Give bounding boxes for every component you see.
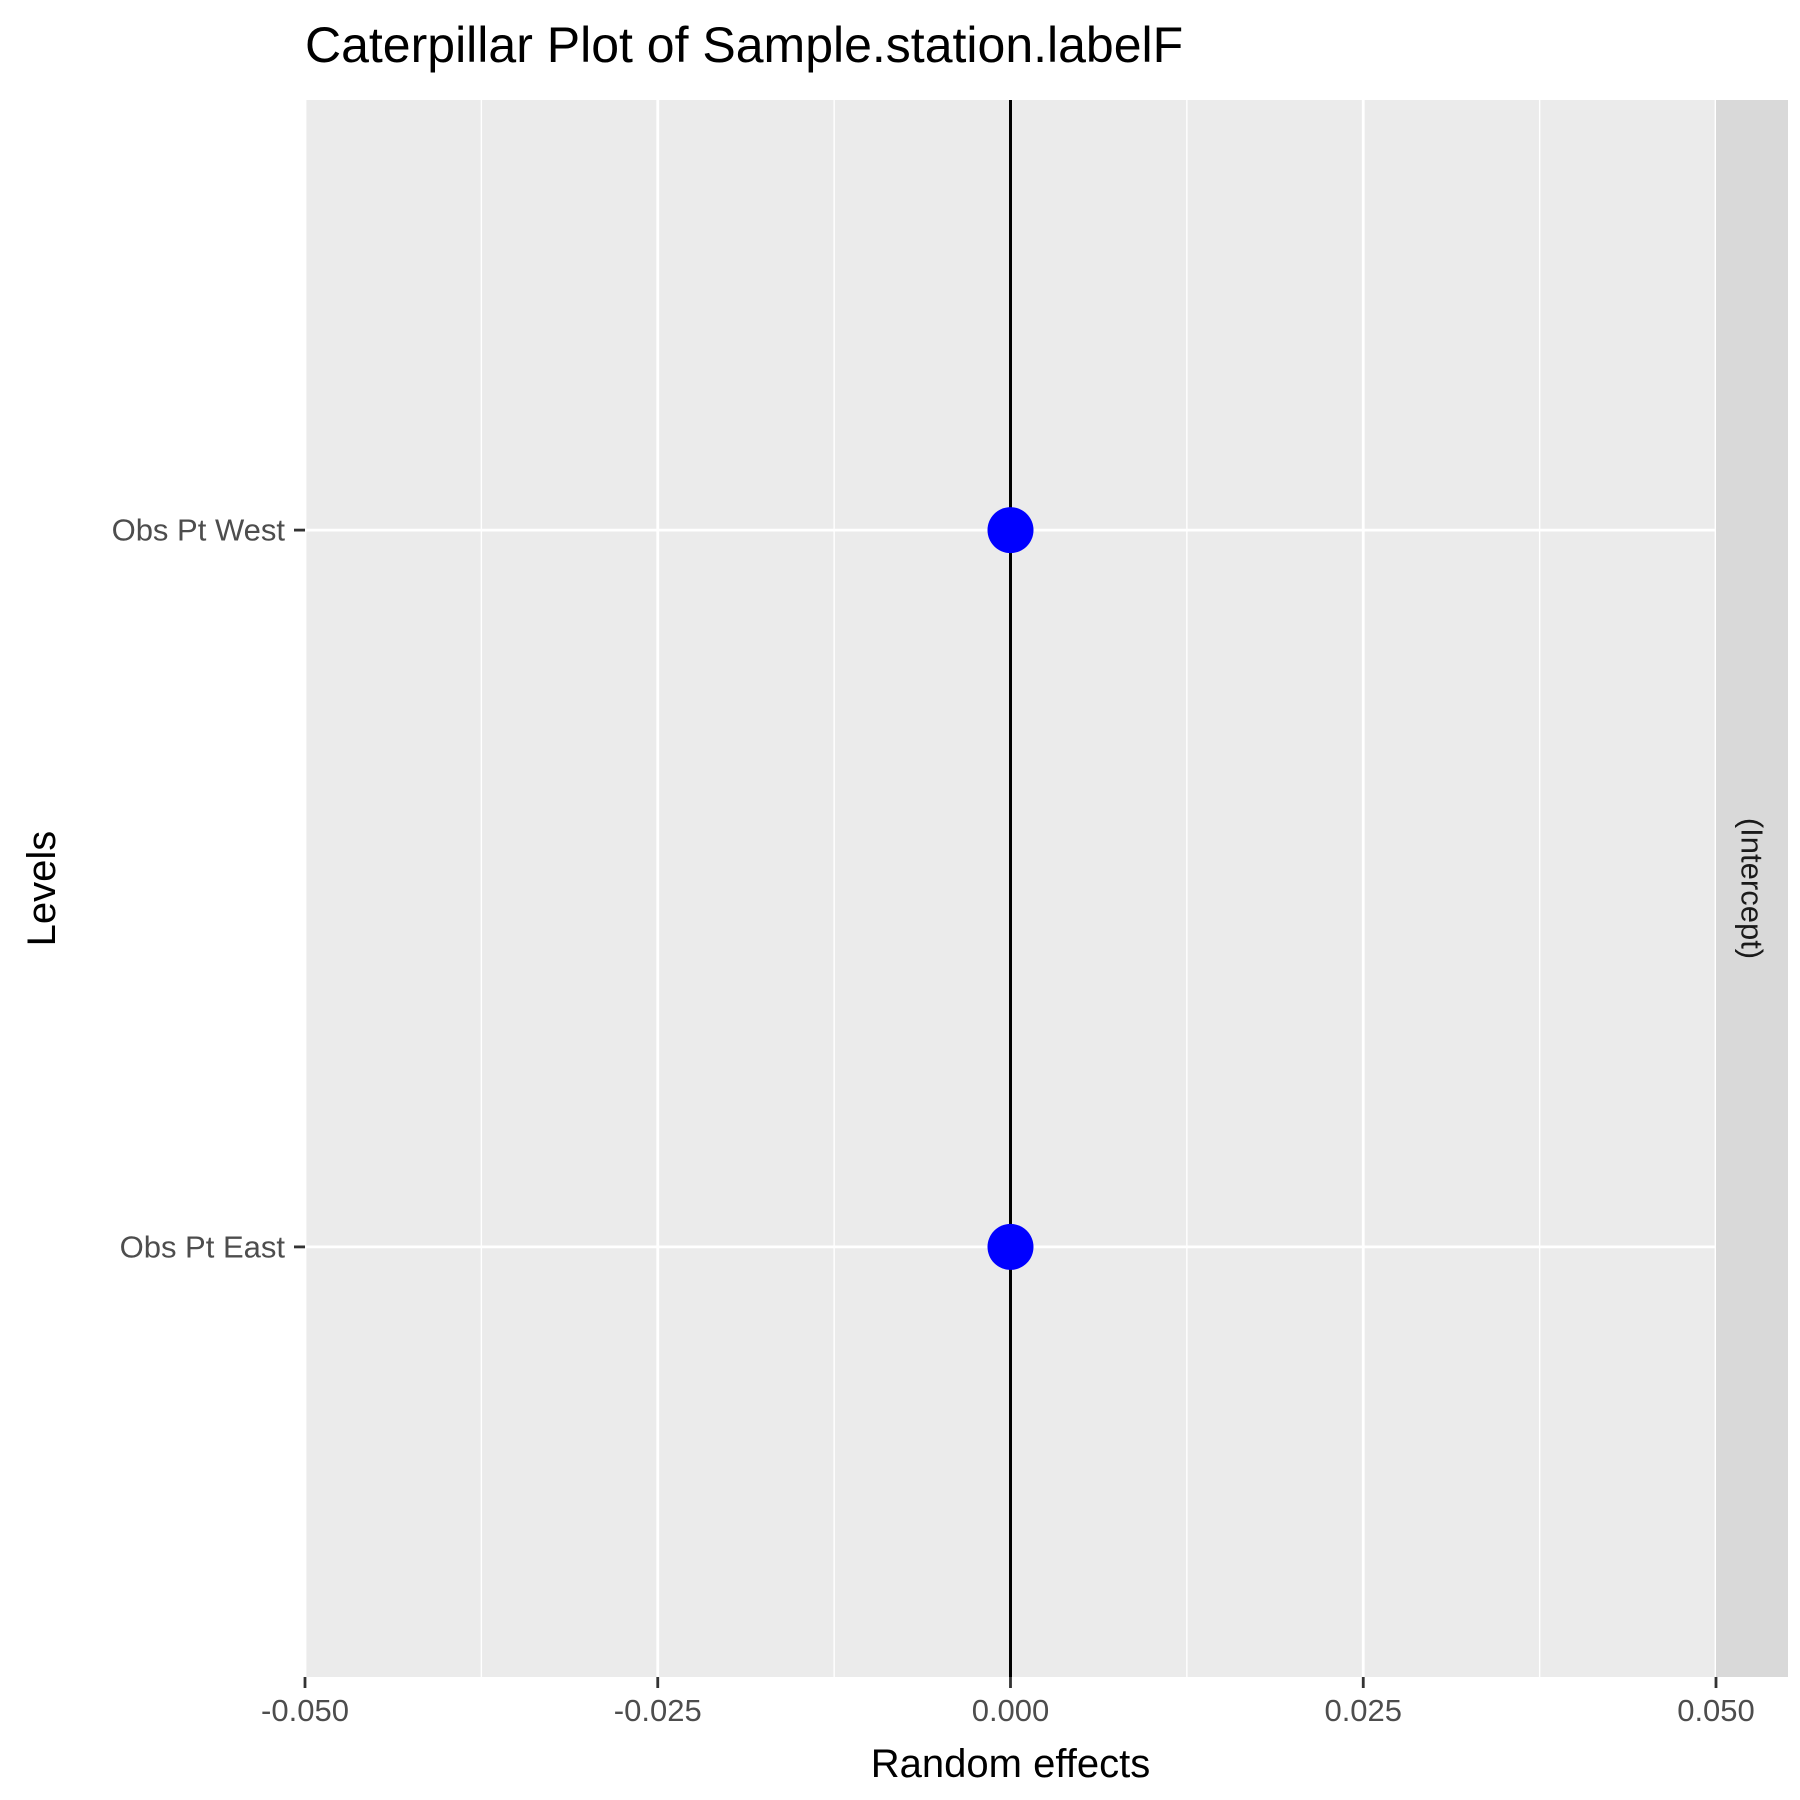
x-tick-label: 0.000 [972, 1693, 1050, 1728]
x-tick-label: -0.050 [261, 1693, 349, 1728]
plot-panel [305, 100, 1788, 1677]
x-tick-label: 0.025 [1324, 1693, 1402, 1728]
y-axis-title: Levels [20, 831, 64, 947]
x-axis: -0.050 -0.025 0.000 0.025 0.050 [261, 1677, 1755, 1728]
facet-strip [1716, 100, 1788, 1677]
x-tick-label: -0.025 [614, 1693, 702, 1728]
x-tick-label: 0.050 [1677, 1693, 1755, 1728]
y-axis: Obs Pt East Obs Pt West [112, 513, 305, 1264]
chart-title: Caterpillar Plot of Sample.station.label… [305, 17, 1183, 73]
data-point [987, 507, 1034, 554]
minor-gridlines [480, 100, 1541, 1677]
facet-strip-label: (Intercept) [1735, 818, 1770, 959]
y-tick-label: Obs Pt East [120, 1229, 286, 1264]
y-tick-label: Obs Pt West [112, 513, 286, 548]
data-point [987, 1223, 1034, 1270]
data-points [987, 507, 1034, 1270]
x-axis-title: Random effects [871, 1742, 1150, 1786]
